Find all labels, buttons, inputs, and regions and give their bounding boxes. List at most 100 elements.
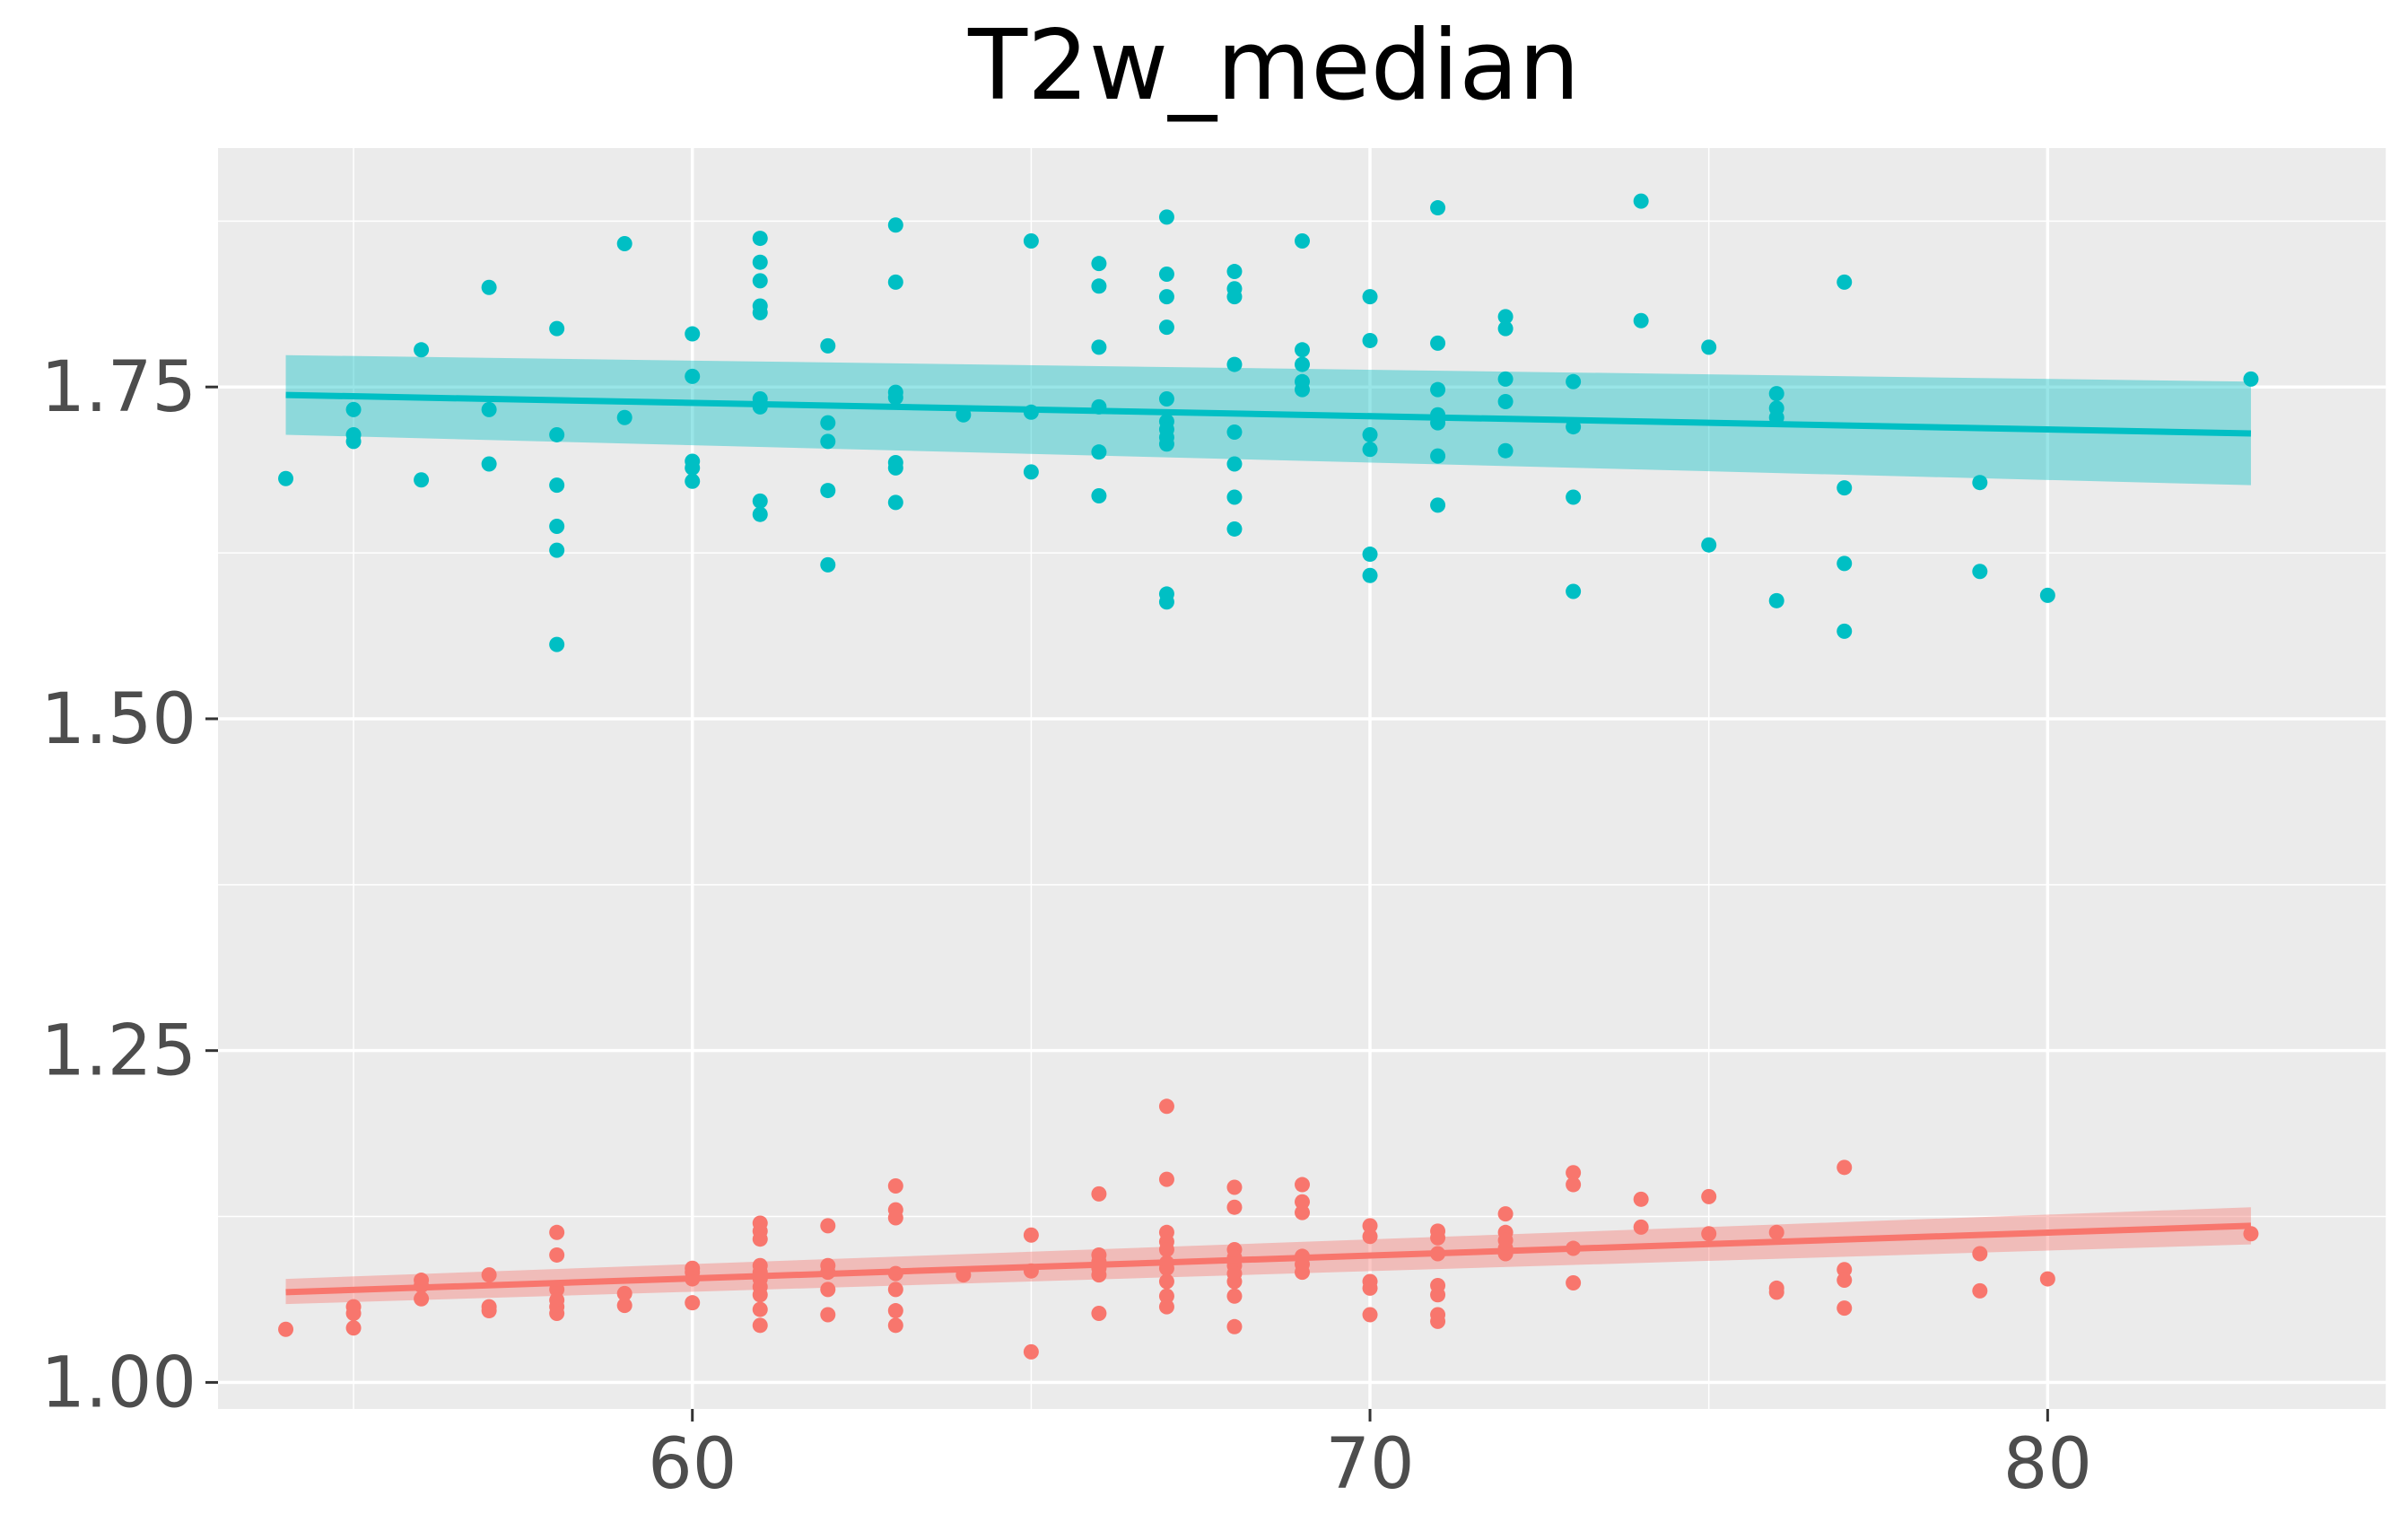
data-point-2	[481, 1267, 497, 1283]
data-point-2	[278, 1321, 294, 1337]
data-point-1	[345, 433, 362, 450]
data-point-2	[1362, 1218, 1378, 1234]
data-point-2	[1226, 1199, 1243, 1215]
data-point-2	[1091, 1306, 1107, 1322]
data-point-1	[414, 472, 430, 488]
data-point-2	[752, 1317, 768, 1334]
data-point-2	[1295, 1264, 1310, 1281]
x-tick-label: 80	[2003, 1424, 2092, 1505]
data-point-2	[1362, 1280, 1378, 1296]
axes: 60 70 80 1.00 1.25 1.50 1.75	[40, 347, 2092, 1505]
data-point-1	[887, 389, 903, 406]
chart-title: T2w_median	[967, 10, 1580, 122]
data-point-1	[549, 636, 565, 652]
data-point-2	[1768, 1284, 1784, 1300]
data-point-1	[1158, 391, 1174, 407]
data-point-1	[345, 401, 362, 417]
y-tick-label: 1.50	[40, 679, 196, 760]
data-point-2	[1158, 1171, 1174, 1187]
data-point-2	[1972, 1246, 1988, 1262]
data-point-1	[1226, 521, 1243, 537]
data-point-1	[1972, 564, 1988, 580]
data-point-2	[887, 1317, 903, 1334]
data-point-1	[1362, 426, 1378, 442]
data-point-2	[345, 1320, 362, 1336]
data-point-1	[1091, 256, 1107, 272]
data-point-1	[1497, 442, 1514, 459]
data-point-1	[1295, 381, 1310, 398]
data-point-1	[820, 483, 836, 499]
data-point-1	[1295, 342, 1310, 358]
data-point-2	[1158, 1288, 1174, 1304]
data-point-1	[820, 433, 836, 450]
data-point-1	[1091, 444, 1107, 460]
data-point-2	[820, 1307, 836, 1323]
confidence-bands	[285, 354, 2251, 1305]
data-point-2	[1701, 1226, 1717, 1242]
data-point-2	[1497, 1206, 1514, 1222]
data-point-2	[1837, 1273, 1853, 1289]
data-point-1	[1566, 373, 1582, 389]
data-point-1	[1226, 264, 1243, 280]
data-point-1	[752, 304, 768, 320]
fit-line-1	[285, 391, 2252, 437]
data-point-1	[1837, 623, 1853, 639]
data-point-1	[1497, 371, 1514, 387]
data-point-2	[2243, 1226, 2259, 1242]
data-point-1	[1837, 274, 1853, 290]
data-point-2	[481, 1303, 497, 1319]
data-point-1	[1158, 319, 1174, 336]
data-point-1	[1837, 556, 1853, 572]
data-point-2	[752, 1301, 768, 1317]
data-point-2	[1701, 1188, 1717, 1204]
data-point-1	[1633, 193, 1649, 209]
data-point-2	[1430, 1229, 1446, 1246]
data-point-2	[1972, 1282, 1988, 1299]
data-point-2	[1430, 1313, 1446, 1329]
y-tick-label: 1.25	[40, 1011, 196, 1092]
data-point-1	[1362, 289, 1378, 305]
data-point-1	[1362, 442, 1378, 458]
data-point-1	[1226, 489, 1243, 505]
data-point-1	[1430, 448, 1446, 464]
data-point-1	[1091, 487, 1107, 503]
data-point-1	[1023, 464, 1039, 480]
data-point-2	[1362, 1229, 1378, 1245]
data-point-1	[1362, 332, 1378, 348]
data-point-1	[1158, 267, 1174, 282]
data-point-2	[887, 1303, 903, 1319]
data-point-2	[1768, 1224, 1784, 1240]
data-point-1	[1023, 233, 1039, 249]
data-point-2	[549, 1224, 565, 1240]
data-point-1	[1497, 309, 1514, 325]
data-point-1	[1158, 289, 1174, 305]
data-point-1	[1430, 497, 1446, 513]
data-point-2	[1362, 1307, 1378, 1323]
data-point-1	[1701, 537, 1717, 553]
data-point-1	[1497, 320, 1514, 337]
data-point-2	[1226, 1179, 1243, 1195]
data-point-2	[1295, 1177, 1310, 1193]
data-point-1	[820, 337, 836, 354]
data-point-2	[1837, 1159, 1853, 1176]
data-point-2	[887, 1282, 903, 1298]
data-point-2	[752, 1287, 768, 1303]
data-point-2	[1091, 1267, 1107, 1283]
data-point-1	[549, 426, 565, 442]
data-point-1	[1091, 278, 1107, 294]
data-point-1	[752, 254, 768, 270]
data-point-1	[1701, 339, 1717, 355]
y-tick-label: 1.75	[40, 347, 196, 428]
data-point-2	[1226, 1318, 1243, 1334]
data-point-1	[2039, 587, 2055, 603]
data-point-2	[1091, 1185, 1107, 1202]
data-point-2	[1158, 1098, 1174, 1115]
data-point-2	[1023, 1227, 1039, 1243]
data-point-2	[549, 1247, 565, 1263]
data-point-1	[1158, 209, 1174, 225]
data-point-2	[1566, 1275, 1582, 1290]
data-point-1	[1091, 339, 1107, 355]
data-point-1	[1295, 233, 1310, 249]
data-point-1	[887, 217, 903, 233]
data-point-2	[1226, 1273, 1243, 1290]
